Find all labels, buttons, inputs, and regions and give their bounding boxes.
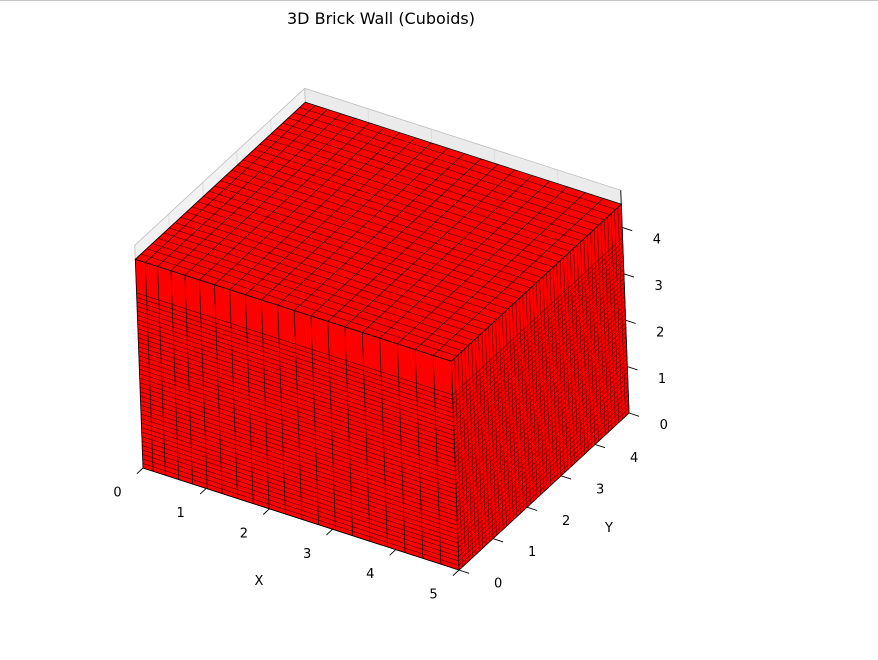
x-tick-mark: [263, 509, 269, 515]
y-axis-label: Y: [604, 521, 613, 536]
z-tick-mark: [629, 413, 639, 416]
x-tick-label: 0: [113, 486, 121, 501]
y-tick-label: 3: [596, 482, 604, 497]
x-tick-label: 1: [177, 506, 185, 521]
y-tick-label: 1: [528, 545, 536, 560]
y-tick-mark: [459, 570, 469, 573]
z-tick-label: 1: [658, 372, 666, 387]
x-tick-label: 2: [240, 526, 248, 541]
x-tick-mark: [200, 488, 206, 494]
z-tick-mark: [627, 367, 637, 370]
y-tick-label: 4: [630, 451, 638, 466]
x-tick-label: 3: [303, 547, 311, 562]
y-tick-mark: [493, 539, 503, 542]
z-tick-label: 2: [656, 325, 664, 340]
x-tick-label: 4: [366, 567, 374, 582]
z-tick-label: 4: [653, 233, 661, 248]
y-tick-label: 0: [494, 577, 502, 592]
x-tick-label: 5: [429, 588, 437, 603]
y-tick-label: 2: [562, 514, 570, 529]
x-tick-mark: [453, 570, 459, 576]
x-tick-mark: [137, 468, 143, 474]
z-tick-label: 3: [654, 279, 662, 294]
y-tick-mark: [527, 507, 537, 510]
x-tick-mark: [390, 550, 396, 556]
y-tick-mark: [561, 476, 571, 479]
z-tick-mark: [624, 274, 634, 277]
x-tick-mark: [327, 529, 333, 535]
z-tick-mark: [622, 227, 632, 230]
x-axis-label: X: [255, 574, 264, 589]
z-tick-mark: [626, 320, 636, 323]
chart-title: 3D Brick Wall (Cuboids): [287, 9, 475, 28]
y-tick-mark: [595, 444, 605, 447]
z-tick-label: 0: [660, 418, 668, 433]
